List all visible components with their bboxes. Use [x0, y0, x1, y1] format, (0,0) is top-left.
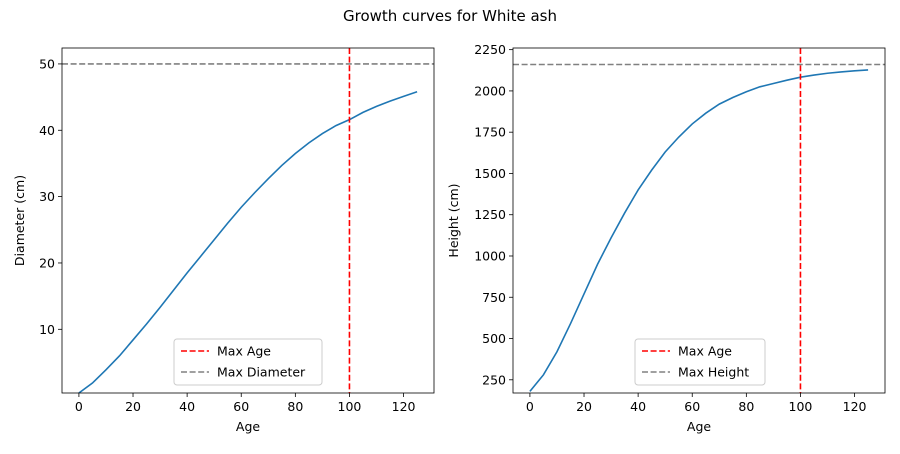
x-tick-label: 0: [75, 399, 83, 414]
legend: Max Age Max Height: [634, 338, 766, 386]
y-axis-label: Diameter (cm): [12, 175, 27, 266]
axes-frame: [61, 47, 435, 394]
y-tick-label: 20: [39, 255, 55, 270]
axes-frame: [512, 47, 886, 394]
legend-box: [634, 338, 766, 386]
y-tick-label: 40: [39, 123, 55, 138]
legend-entry-label: Max Height: [678, 365, 749, 380]
y-tick-label: 10: [39, 322, 55, 337]
x-tick-label: 80: [738, 399, 754, 414]
x-tick-label: 20: [125, 399, 141, 414]
legend: Max Age Max Diameter: [173, 338, 323, 386]
x-axis-label: Age: [687, 419, 711, 434]
y-tick-label: 500: [482, 331, 506, 346]
y-tick-label: 750: [482, 290, 506, 305]
y-tick-label: 50: [39, 56, 55, 71]
x-tick-label: 20: [576, 399, 592, 414]
x-tick-label: 60: [233, 399, 249, 414]
x-tick-label: 120: [392, 399, 416, 414]
y-tick-label: 1250: [474, 207, 506, 222]
figure-title: Growth curves for White ash: [343, 7, 557, 25]
legend-entry-label: Max Age: [678, 344, 732, 359]
x-tick-label: 60: [684, 399, 700, 414]
y-axis-label: Height (cm): [446, 183, 461, 257]
y-tick-label: 1500: [474, 166, 506, 181]
growth-curve-line: [78, 91, 418, 393]
x-tick-label: 100: [789, 399, 813, 414]
y-tick-label: 30: [39, 189, 55, 204]
y-tick-label: 2250: [474, 42, 506, 57]
legend-box: [173, 338, 323, 386]
diameter-chart: 0 20 40 60 80 100 120 10 20 30 40 50 Age Diameter (cm…: [12, 47, 435, 434]
legend-entry-label: Max Age: [217, 344, 271, 359]
x-tick-label: 80: [287, 399, 303, 414]
x-tick-label: 120: [843, 399, 867, 414]
x-tick-label: 100: [338, 399, 362, 414]
y-tick-label: 1750: [474, 125, 506, 140]
x-tick-label: 0: [526, 399, 534, 414]
y-tick-label: 2000: [474, 83, 506, 98]
legend-entry-label: Max Diameter: [217, 365, 306, 380]
x-tick-label: 40: [179, 399, 195, 414]
y-tick-label: 1000: [474, 248, 506, 263]
growth-curve-line: [529, 69, 869, 392]
x-axis-label: Age: [236, 419, 260, 434]
y-tick-label: 250: [482, 372, 506, 387]
height-chart: 0 20 40 60 80 100 120 250 500 750 1000 1250 1500 1750…: [446, 42, 886, 434]
x-tick-label: 40: [630, 399, 646, 414]
